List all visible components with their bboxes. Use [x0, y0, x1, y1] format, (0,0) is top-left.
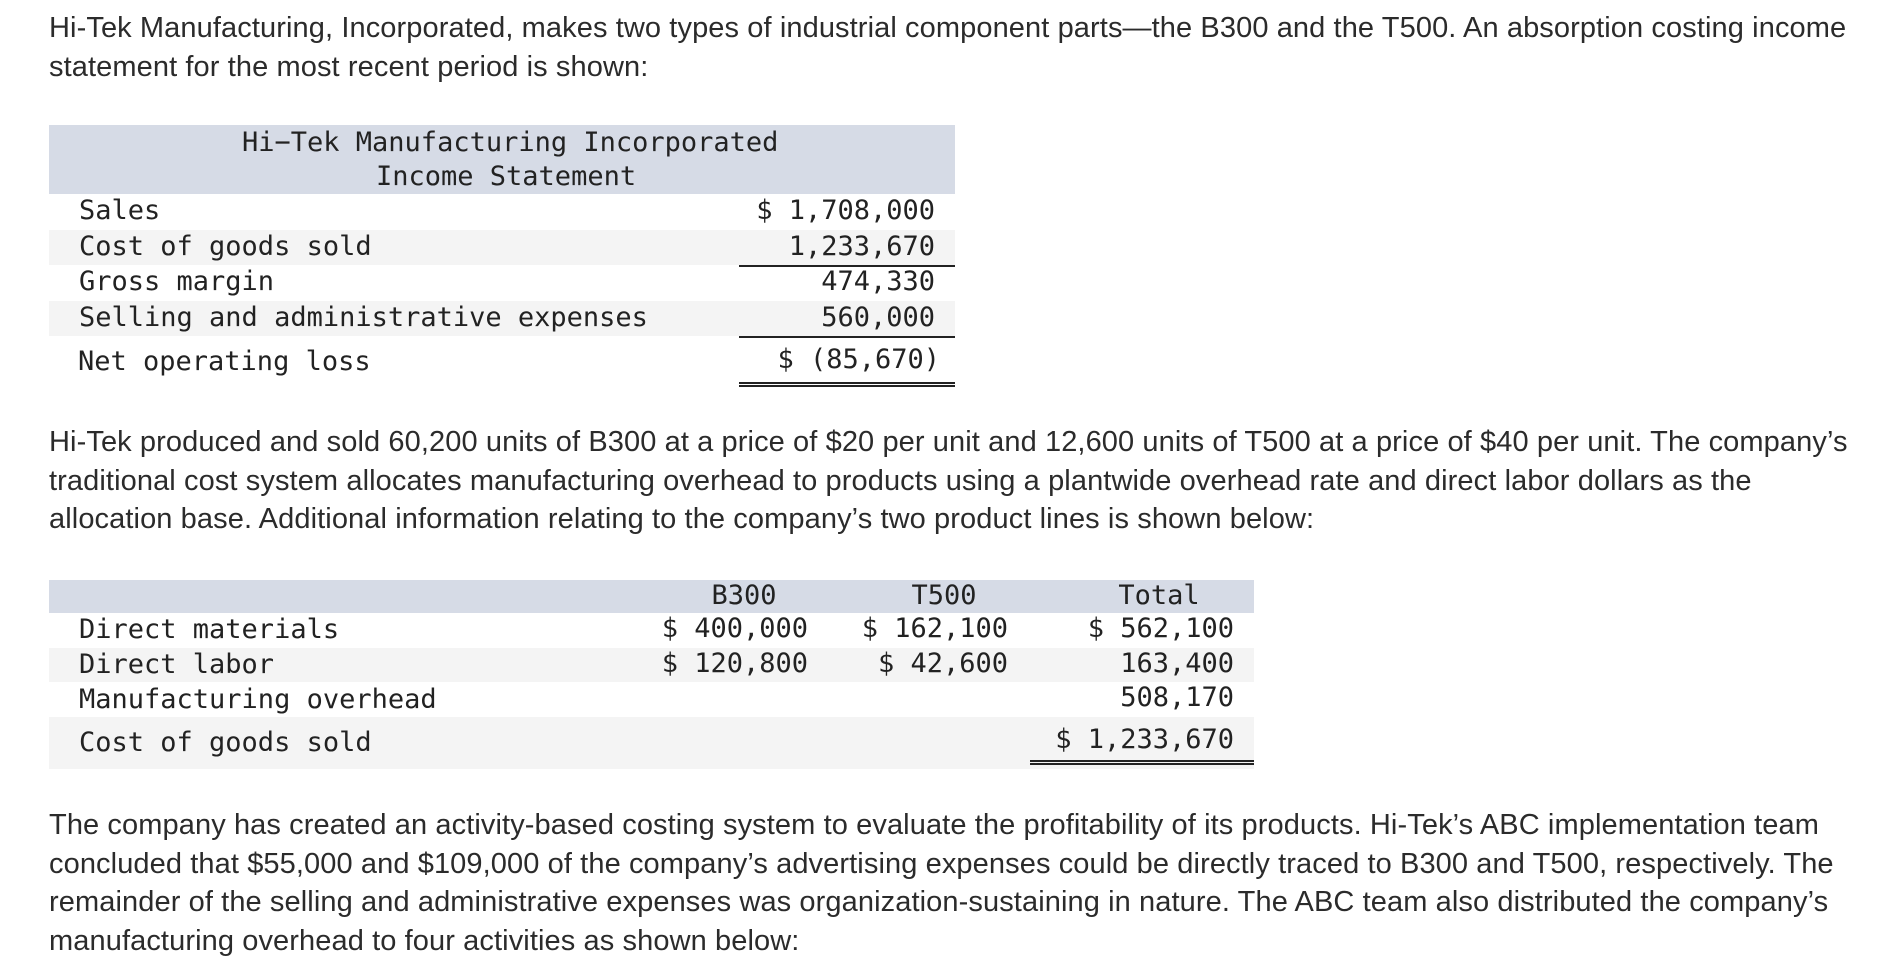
income-statement-header: Hi−Tek Manufacturing Incorporated Income…: [49, 125, 955, 194]
t500-direct-labor: $ 42,600: [877, 647, 1008, 679]
table-row: Gross margin 474,330: [49, 265, 955, 301]
middle-paragraph: Hi-Tek produced and sold 60,200 units of…: [49, 426, 1848, 535]
table-row: Cost of goods sold $ 1,233,670: [49, 716, 1254, 769]
b300-direct-materials: $ 400,000: [661, 613, 808, 644]
value-cogs: 1,233,670: [788, 230, 935, 262]
row-label-sga: Selling and administrative expenses: [79, 301, 648, 333]
header-total: Total: [1118, 580, 1200, 611]
statement-title: Income Statement: [376, 161, 637, 192]
table-row: Manufacturing overhead 508,170: [49, 682, 1254, 719]
row-label-cogs: Cost of goods sold: [79, 230, 372, 262]
row-label-direct-materials: Direct materials: [79, 614, 340, 645]
row-label-manufacturing-overhead: Manufacturing overhead: [79, 684, 437, 715]
row-label-cost-of-goods-sold: Cost of goods sold: [79, 726, 372, 758]
header-t500: T500: [911, 580, 977, 611]
row-label-gross-margin: Gross margin: [79, 266, 275, 297]
product-table-header: B300 T500 Total: [49, 580, 1254, 613]
table-row: Direct materials $ 400,000 $ 162,100 $ 5…: [49, 613, 1254, 648]
total-manufacturing-overhead: 508,170: [1120, 682, 1234, 713]
value-gross-margin: 474,330: [821, 266, 935, 297]
table-row: Net operating loss $ (85,670): [49, 336, 955, 390]
total-cost-of-goods-sold: $ 1,233,670: [1055, 723, 1234, 755]
income-statement-table: Hi−Tek Manufacturing Incorporated Income…: [49, 125, 955, 390]
product-cost-table: B300 T500 Total Direct materials $ 400,0…: [49, 580, 1254, 769]
row-label-direct-labor: Direct labor: [79, 648, 275, 680]
value-sales: $ 1,708,000: [756, 195, 935, 226]
total-direct-labor: 163,400: [1120, 647, 1234, 679]
t500-direct-materials: $ 162,100: [861, 613, 1008, 644]
closing-paragraph: The company has created an activity-base…: [49, 809, 1834, 957]
table-row: Cost of goods sold 1,233,670: [49, 229, 955, 267]
table-row: Sales $ 1,708,000: [49, 194, 955, 230]
b300-direct-labor: $ 120,800: [661, 647, 808, 679]
value-net-operating-loss: $ (85,670): [777, 344, 940, 375]
intro-paragraph: Hi-Tek Manufacturing, Incorporated, make…: [49, 12, 1847, 83]
table-row: Selling and administrative expenses 560,…: [49, 300, 955, 338]
row-label-sales: Sales: [79, 195, 161, 226]
row-label-net-operating-loss: Net operating loss: [78, 346, 371, 377]
header-b300: B300: [711, 580, 777, 611]
company-name: Hi−Tek Manufacturing Incorporated: [242, 127, 779, 158]
table-row: Direct labor $ 120,800 $ 42,600 163,400: [49, 647, 1254, 682]
value-sga: 560,000: [821, 301, 935, 333]
total-direct-materials: $ 562,100: [1087, 613, 1234, 644]
